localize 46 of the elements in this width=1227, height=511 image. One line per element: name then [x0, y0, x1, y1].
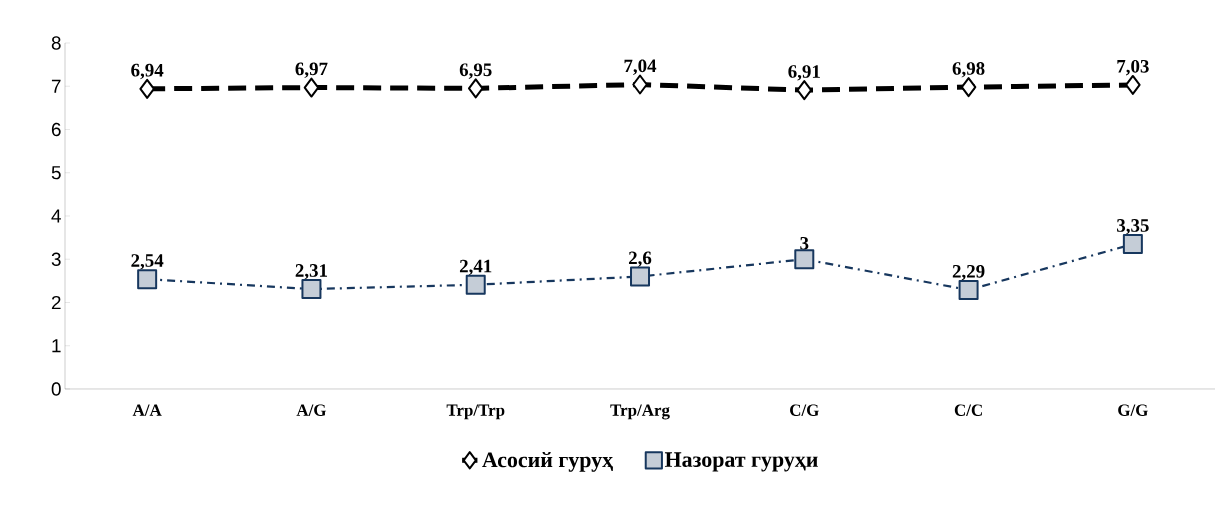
- point: [467, 78, 484, 99]
- point: [1122, 234, 1143, 255]
- data-label: 6,94: [131, 63, 164, 80]
- y-tick-label: 0: [51, 382, 61, 396]
- data-label: 3: [800, 237, 809, 250]
- y-tick-label: 4: [51, 209, 61, 223]
- data-label: 6,97: [295, 62, 328, 79]
- point: [137, 269, 158, 290]
- data-label: 6,95: [459, 63, 492, 79]
- y-tick-label: 7: [51, 79, 61, 93]
- y-tick-label: 2: [51, 295, 61, 310]
- y-tick-label: 1: [52, 339, 61, 353]
- data-label: 2,41: [459, 259, 492, 276]
- point: [303, 77, 320, 98]
- y-tick-label: 6: [51, 122, 61, 137]
- data-label: 2,29: [952, 264, 985, 281]
- x-tick-label: C/C: [954, 404, 982, 416]
- point: [796, 80, 813, 101]
- x-tick-label: A/A: [132, 404, 162, 416]
- point: [632, 74, 648, 95]
- data-label: 7,04: [624, 59, 657, 75]
- x-tick-label: Trp/Trp: [446, 404, 505, 420]
- x-tick-label: Trp/Arg: [610, 404, 670, 420]
- point: [630, 266, 651, 287]
- point: [958, 279, 979, 300]
- x-tick-label: A/G: [296, 404, 327, 416]
- x-tick-label: G/G: [1118, 404, 1148, 416]
- point: [465, 274, 486, 295]
- y-tick-label: 5: [51, 166, 61, 180]
- data-label: 2,31: [295, 264, 328, 280]
- data-label: 3,35: [1117, 219, 1149, 235]
- point: [794, 249, 815, 270]
- data-label: 6,98: [952, 62, 985, 78]
- data-label: 2,54: [131, 254, 164, 270]
- point: [960, 77, 977, 98]
- point: [301, 279, 322, 300]
- legend-label: Асосий гуруҳ: [482, 451, 613, 472]
- legend-label: Назорат гуруҳи: [664, 452, 818, 472]
- y-tick-label: 3: [51, 252, 61, 266]
- y-tick-label: 8: [51, 36, 61, 50]
- data-label: 7,03: [1117, 59, 1149, 76]
- data-label: 2,6: [628, 251, 652, 268]
- x-tick-label: C/G: [790, 404, 819, 416]
- data-label: 6,91: [788, 65, 820, 81]
- point: [1125, 74, 1141, 95]
- point: [139, 78, 155, 99]
